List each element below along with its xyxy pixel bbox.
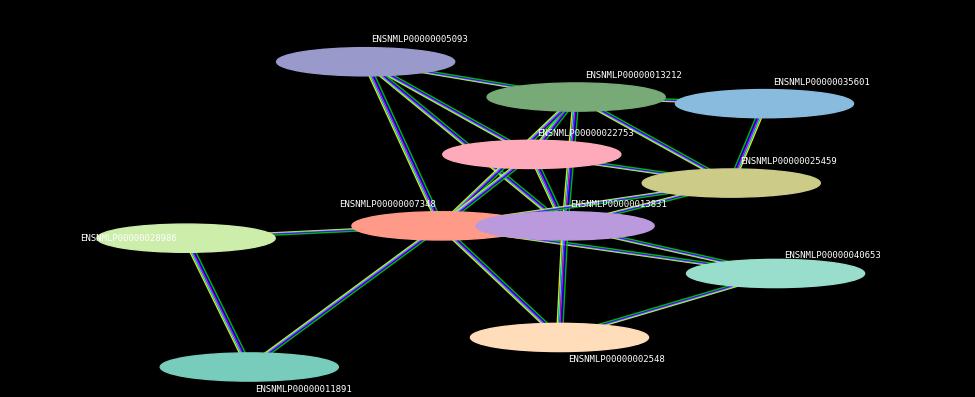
Text: ENSNMLP00000028986: ENSNMLP00000028986 [81,234,177,243]
Ellipse shape [160,353,338,381]
Ellipse shape [471,323,648,352]
Ellipse shape [676,90,853,118]
Text: ENSNMLP00000007348: ENSNMLP00000007348 [338,200,436,209]
Ellipse shape [476,212,654,240]
Ellipse shape [686,259,865,287]
Ellipse shape [277,48,454,76]
Text: ENSNMLP00000005093: ENSNMLP00000005093 [371,35,468,44]
Ellipse shape [443,140,621,168]
Text: ENSNMLP00000013212: ENSNMLP00000013212 [585,71,682,80]
Text: ENSNMLP00000035601: ENSNMLP00000035601 [773,78,870,87]
Ellipse shape [352,212,530,240]
Text: ENSNMLP00000011891: ENSNMLP00000011891 [254,385,352,395]
Ellipse shape [98,224,275,252]
Text: ENSNMLP00000025459: ENSNMLP00000025459 [740,157,837,166]
Ellipse shape [643,169,820,197]
Ellipse shape [488,83,665,111]
Text: ENSNMLP00000040653: ENSNMLP00000040653 [785,251,881,260]
Text: ENSNMLP00000022753: ENSNMLP00000022753 [537,129,634,138]
Text: ENSNMLP00000002548: ENSNMLP00000002548 [568,355,665,364]
Text: ENSNMLP00000013831: ENSNMLP00000013831 [570,200,667,209]
